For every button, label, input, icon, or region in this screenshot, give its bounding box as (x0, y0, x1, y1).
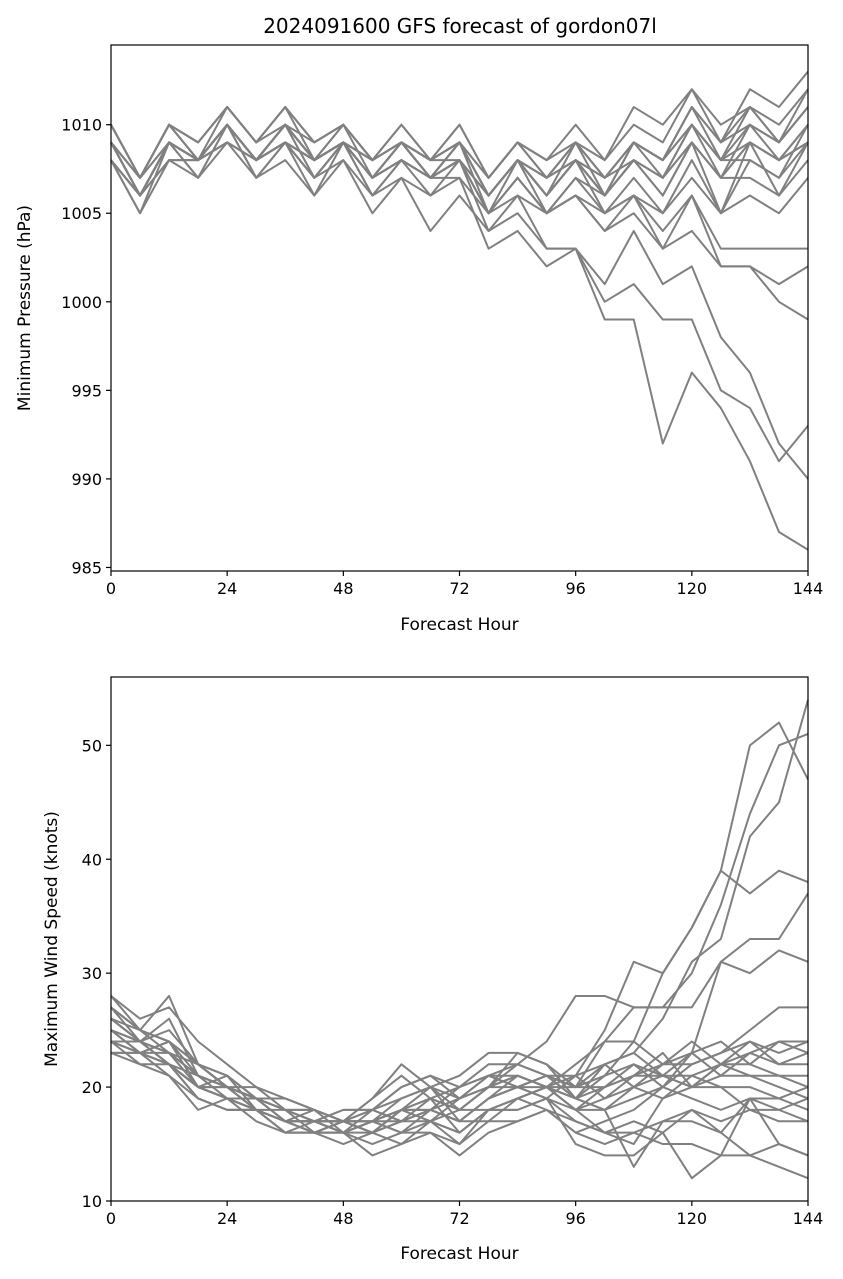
pressure-y-tick-label: 995 (71, 381, 102, 400)
pressure-x-tick-label: 144 (793, 579, 824, 598)
wind-x-tick-label: 24 (217, 1209, 237, 1228)
pressure-series-line-12 (110, 88, 809, 179)
wind-x-tick-label: 96 (565, 1209, 585, 1228)
pressure-x-tick-label: 0 (106, 579, 116, 598)
wind-y-tick-label: 30 (82, 964, 102, 983)
wind-series-line-8 (110, 1029, 808, 1134)
wind-x-tick-label: 144 (793, 1209, 824, 1228)
wind-y-axis: 10 20 30 40 50 (82, 736, 111, 1211)
wind-y-axis-label: Maximum Wind Speed (knots) (42, 811, 62, 1067)
chart-title: 2024091600 GFS forecast of gordon07l (263, 14, 657, 38)
wind-x-axis-label: Forecast Hour (400, 1244, 518, 1264)
pressure-y-tick-label: 1005 (61, 204, 102, 223)
wind-x-tick-label: 48 (333, 1209, 353, 1228)
pressure-y-axis-label: Minimum Pressure (hPa) (15, 205, 35, 411)
wind-x-tick-label: 120 (677, 1209, 708, 1228)
pressure-x-tick-label: 96 (565, 579, 585, 598)
pressure-x-tick-label: 48 (333, 579, 353, 598)
pressure-y-tick-label: 985 (71, 558, 102, 577)
wind-y-tick-label: 50 (82, 736, 102, 755)
wind-series-line-3 (110, 699, 809, 1134)
pressure-x-tick-label: 72 (449, 579, 469, 598)
wind-y-tick-label: 20 (82, 1078, 102, 1097)
wind-series-line-23 (110, 1040, 809, 1123)
pressure-y-tick-label: 1010 (61, 116, 102, 135)
wind-series-lines (110, 699, 809, 1180)
pressure-chart: 2024091600 GFS forecast of gordon07l 0 24… (15, 14, 823, 635)
pressure-x-axis: 0 24 48 72 96 120 144 (106, 571, 823, 598)
wind-y-tick-label: 10 (82, 1192, 102, 1211)
wind-chart: 0 24 48 72 96 120 144 10 20 30 40 50 Forecast Hour… (42, 676, 823, 1264)
wind-plot-frame (110, 676, 809, 1202)
pressure-y-axis: 985 990 995 1000 1005 1010 (61, 116, 111, 577)
pressure-y-tick-label: 1000 (61, 293, 102, 312)
wind-y-tick-label: 40 (82, 850, 102, 869)
wind-x-axis: 0 24 48 72 96 120 144 (106, 1201, 823, 1228)
pressure-series-line-21 (110, 141, 809, 197)
pressure-series-lines (110, 70, 809, 551)
pressure-series-line-1 (110, 123, 809, 551)
wind-series-line-14 (110, 1029, 809, 1157)
pressure-x-tick-label: 24 (217, 579, 237, 598)
pressure-y-tick-label: 990 (71, 470, 102, 489)
wind-series-line-5 (110, 892, 809, 1134)
wind-x-tick-label: 0 (106, 1209, 116, 1228)
pressure-series-line-2 (110, 141, 809, 463)
wind-x-tick-label: 72 (449, 1209, 469, 1228)
pressure-x-tick-label: 120 (677, 579, 708, 598)
wind-series-line-22 (110, 1040, 809, 1123)
pressure-x-axis-label: Forecast Hour (400, 615, 518, 635)
